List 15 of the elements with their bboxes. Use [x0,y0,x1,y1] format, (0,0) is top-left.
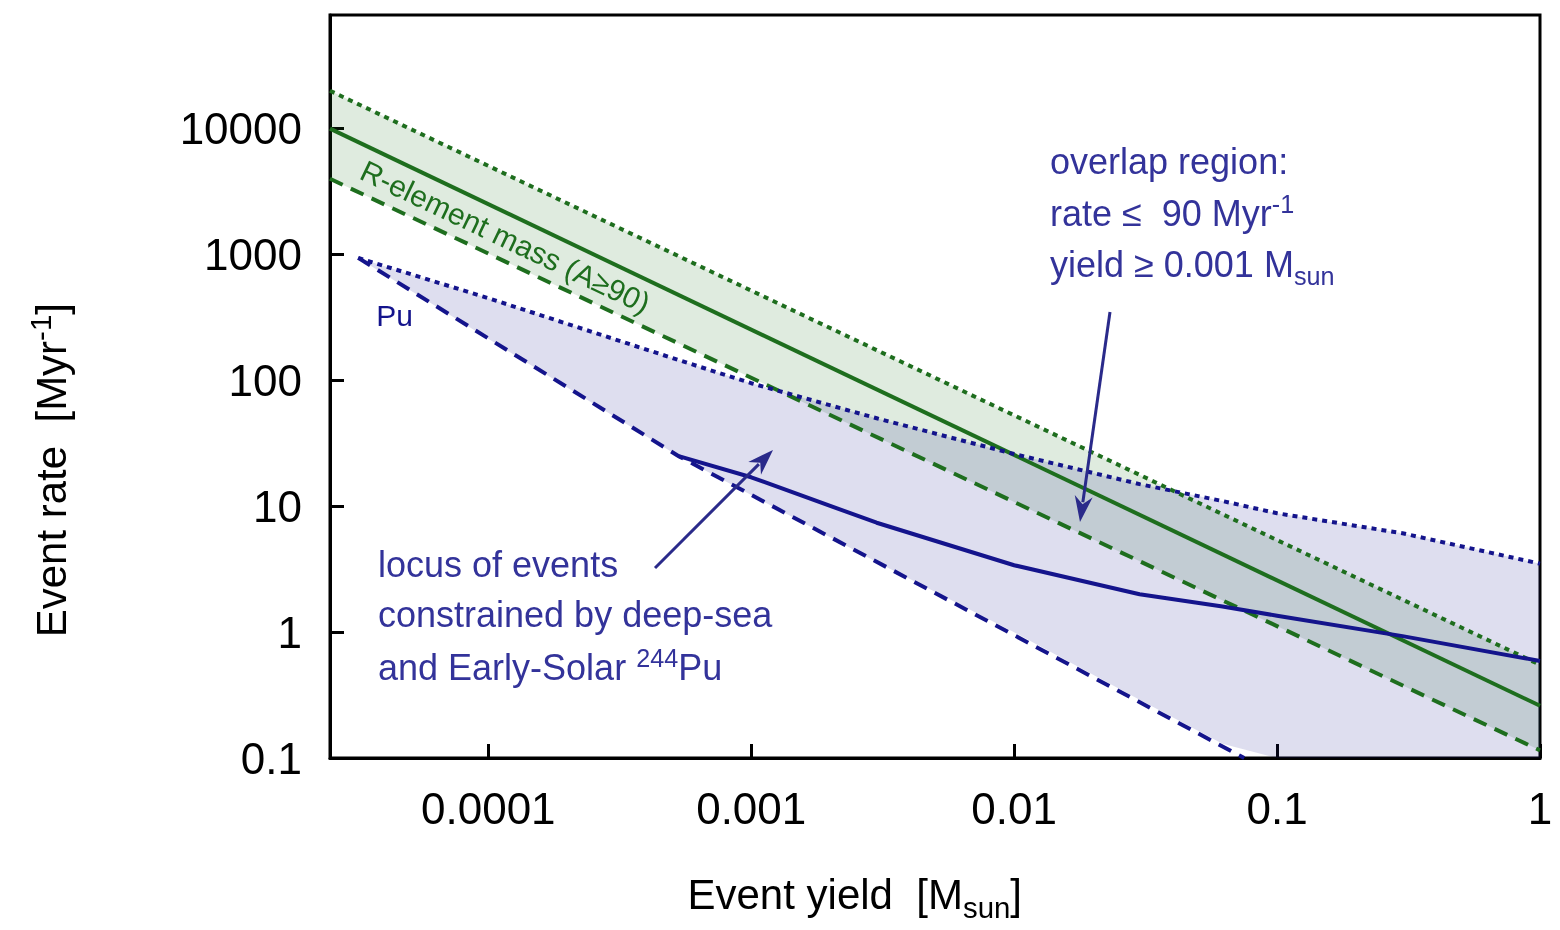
y-tick-label: 10000 [179,104,302,154]
y-tick-label: 0.1 [240,733,302,783]
annotation: locus of events constrained by deep-sea and Early-Solar $^{244}$Pu [378,543,773,690]
text: Pu [376,297,413,334]
y-tick-label: 1 [277,607,302,657]
x-tick-label: 0.001 [696,783,807,833]
x-tick-label: 0.01 [971,783,1057,833]
y-tick-label: 10 [253,481,302,531]
x-tick-label: 1 [1527,783,1553,833]
annotation: overlap region: rate ≤ 90 Myr$^{-1}$ yield ≥ 0.001 M$_{sun}$ [1050,140,1335,292]
y-tick-label: 1000 [204,230,302,280]
x-axis-title: Event yield [M$_{sun}$] [687,870,1023,926]
y-tick-label: 100 [228,355,302,405]
x-tick-label: 0.1 [1246,783,1308,833]
x-tick-label: 0.0001 [421,783,556,833]
